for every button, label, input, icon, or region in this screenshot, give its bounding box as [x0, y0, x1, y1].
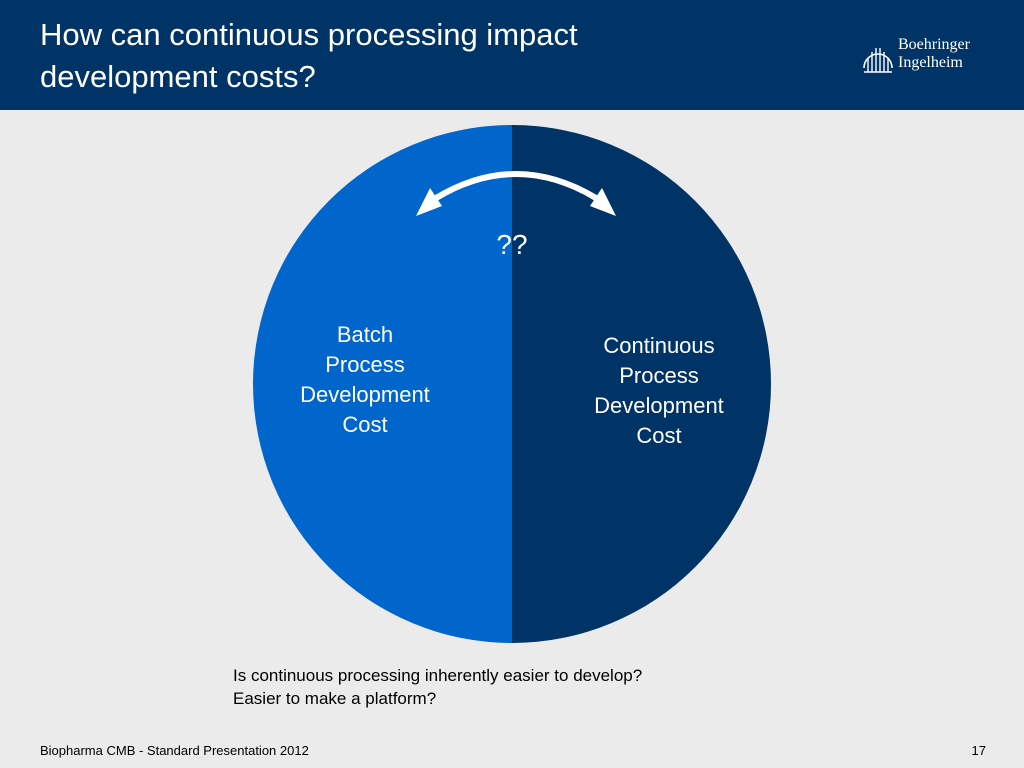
batch-cost-segment	[253, 125, 512, 643]
company-logo: Boehringer Ingelheim	[860, 34, 1000, 74]
slide-title-line-2: development costs?	[40, 59, 316, 94]
batch-cost-label: Batch Process Development Cost	[270, 320, 460, 440]
logo-line-1: Boehringer	[898, 36, 970, 53]
logo-line-2: Ingelheim	[898, 54, 963, 71]
batch-label-line-4: Cost	[342, 412, 388, 437]
continuous-label-line-2: Process	[619, 363, 699, 388]
continuous-label-line-1: Continuous	[603, 333, 715, 358]
logo-text: Boehringer Ingelheim	[898, 36, 970, 72]
caption-line-1: Is continuous processing inherently easi…	[233, 666, 643, 685]
header-bar: How can continuous processing impact dev…	[0, 0, 1024, 110]
page-number: 17	[971, 743, 986, 758]
slide-title-line-1: How can continuous processing impact	[40, 17, 578, 52]
double-headed-curved-arrow-icon	[416, 171, 616, 216]
continuous-label-line-4: Cost	[636, 423, 682, 448]
batch-label-line-1: Batch	[336, 322, 394, 347]
caption-line-2: Easier to make a platform?	[233, 689, 437, 708]
caption-text: Is continuous processing inherently easi…	[233, 664, 793, 710]
continuous-cost-segment	[512, 125, 771, 643]
question-marks: ??	[496, 229, 528, 260]
footer-presentation-title: Biopharma CMB - Standard Presentation 20…	[40, 743, 309, 758]
batch-label-line-3: Development	[300, 382, 430, 407]
continuous-cost-label: Continuous Process Development Cost	[564, 331, 754, 451]
batch-label-line-2: Process	[325, 352, 405, 377]
continuous-label-line-3: Development	[594, 393, 724, 418]
slide-title: How can continuous processing impact dev…	[40, 14, 800, 98]
logo-emblem-icon	[863, 48, 893, 73]
